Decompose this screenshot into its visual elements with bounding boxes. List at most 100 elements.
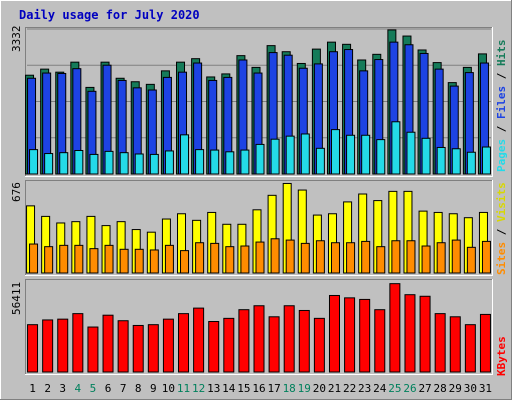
hits-files-pages-panel — [25, 27, 493, 177]
day-label: 8 — [135, 382, 142, 395]
day-label: 10 — [162, 382, 175, 395]
kbytes-bar — [238, 309, 250, 373]
legend-pages: Pages — [495, 139, 508, 172]
sites-bar — [346, 242, 356, 274]
kbytes-bar — [102, 314, 114, 373]
kbytes-bar — [72, 313, 84, 373]
day-label: 12 — [192, 382, 205, 395]
legend-separator: / — [495, 119, 508, 132]
legend-sites-visits: Sites / Visits — [495, 182, 508, 275]
day-label: 7 — [120, 382, 127, 395]
day-label: 25 — [388, 382, 401, 395]
sites-bar — [451, 239, 461, 274]
pages-bar — [285, 135, 295, 175]
legend-separator: / — [495, 222, 508, 235]
sites-bar — [104, 244, 114, 274]
pages-bar — [74, 150, 84, 175]
kbytes-bar — [178, 313, 190, 373]
day-label: 16 — [252, 382, 265, 395]
legend-separator: / — [495, 66, 508, 79]
day-label: 28 — [434, 382, 447, 395]
sites-bar — [149, 249, 159, 274]
sites-bar — [74, 244, 84, 274]
day-label: 19 — [298, 382, 311, 395]
kbytes-bar — [132, 324, 144, 373]
sites-bar — [436, 242, 446, 274]
day-label: 30 — [464, 382, 477, 395]
sites-bar — [44, 246, 54, 274]
sites-bar — [391, 240, 401, 274]
sites-bar — [255, 241, 265, 274]
kbytes-bar — [449, 316, 461, 373]
day-label: 3 — [59, 382, 66, 395]
pages-bar — [104, 150, 114, 175]
legend-visits: Visits — [495, 182, 508, 222]
pages-bar — [119, 152, 129, 175]
pages-bar — [270, 138, 280, 175]
day-label: 11 — [177, 382, 190, 395]
pages-bar — [59, 152, 69, 175]
pages-bar — [195, 149, 205, 175]
kbytes-axis-max-label: 56411 — [10, 282, 23, 315]
sites-bar — [270, 238, 280, 274]
kbytes-bar — [147, 324, 159, 373]
legend-sites: Sites — [495, 242, 508, 275]
day-labels: 1 2 3 4 5 6 7 8 9 10 11 12 13 14 15 16 17 18 19 20 21 22 23 24 2… — [29, 382, 492, 395]
kbytes-bar — [208, 321, 220, 373]
kbytes-bar — [389, 283, 401, 373]
day-label: 18 — [283, 382, 296, 395]
pages-bar — [225, 151, 235, 175]
pages-bar — [406, 131, 416, 175]
sites-bar — [300, 242, 310, 274]
pages-bar — [89, 153, 99, 175]
sites-bar — [315, 240, 325, 274]
sites-bar — [164, 244, 174, 274]
legend-files: Files — [495, 86, 508, 119]
pages-bar — [300, 133, 310, 175]
pages-bar — [330, 129, 340, 175]
pages-bar — [210, 149, 220, 175]
day-label: 23 — [358, 382, 371, 395]
legend-hits: Hits — [495, 40, 508, 67]
pages-bar — [29, 149, 39, 175]
pages-bar — [451, 148, 461, 175]
pages-bar — [436, 146, 446, 175]
kbytes-bar — [253, 305, 265, 373]
pages-bar — [361, 134, 371, 175]
day-label: 9 — [150, 382, 157, 395]
day-label: 4 — [75, 382, 82, 395]
sites-bar — [240, 245, 250, 274]
sites-bar — [210, 242, 220, 274]
kbytes-bar — [419, 295, 431, 373]
chart-title: Daily usage for July 2020 — [19, 8, 200, 22]
sites-bar — [225, 246, 235, 274]
pages-bar — [376, 139, 386, 175]
visits-axis-max-label: 676 — [10, 182, 23, 202]
pages-bar — [421, 137, 431, 175]
sites-bar — [195, 242, 205, 274]
day-label: 31 — [479, 382, 492, 395]
day-label: 24 — [373, 382, 387, 395]
sites-bar — [29, 243, 39, 274]
day-label: 1 — [29, 382, 36, 395]
day-label: 27 — [418, 382, 431, 395]
sites-bar — [330, 242, 340, 274]
kbytes-bar — [87, 326, 99, 373]
pages-bar — [466, 151, 476, 175]
kbytes-bar — [479, 313, 491, 373]
sites-bar — [89, 248, 99, 274]
kbytes-bar — [298, 309, 310, 373]
day-label: 17 — [267, 382, 280, 395]
pages-bar — [164, 150, 174, 175]
day-label: 20 — [313, 382, 326, 395]
kbytes-bar — [464, 324, 476, 373]
kbytes-bar — [268, 316, 280, 373]
kbytes-bar — [283, 305, 295, 373]
legend-kbytes: KBytes — [495, 336, 508, 376]
day-label: 13 — [207, 382, 220, 395]
kbytes-bar — [328, 294, 340, 373]
sites-bar — [481, 240, 491, 274]
kbytes-bar — [344, 297, 356, 373]
sites-bar — [376, 246, 386, 274]
